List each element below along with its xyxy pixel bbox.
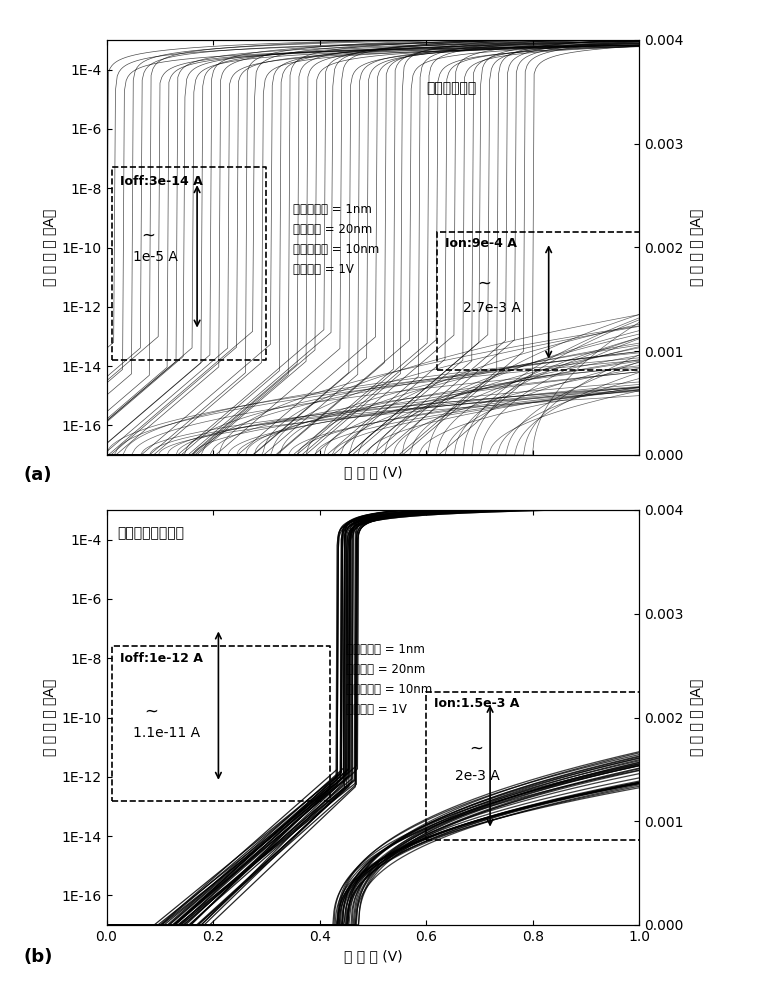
Text: 均方根幅度 = 1nm
沟道长度 = 20nm
源漏区长度 = 10nm
源漏电压 = 1V: 均方根幅度 = 1nm 沟道长度 = 20nm 源漏区长度 = 10nm 源漏电…: [346, 643, 432, 716]
Text: Ioff:1e-12 A: Ioff:1e-12 A: [120, 652, 202, 665]
Y-axis label: 源 漏 电 流 （A）: 源 漏 电 流 （A）: [42, 209, 56, 286]
X-axis label: 栅 电 压 (V): 栅 电 压 (V): [343, 465, 403, 479]
Y-axis label: 源 漏 电 流 （A）: 源 漏 电 流 （A）: [689, 679, 703, 756]
Text: (b): (b): [24, 948, 53, 966]
X-axis label: 栊 电 压 (V): 栊 电 压 (V): [343, 949, 403, 963]
Text: Ion:9e-4 A: Ion:9e-4 A: [445, 237, 517, 250]
Y-axis label: 源 漏 电 流 （A）: 源 漏 电 流 （A）: [42, 679, 56, 756]
Text: ~: ~: [476, 275, 491, 293]
Text: 本申请的无结器件: 本申请的无结器件: [117, 527, 184, 541]
Text: ~: ~: [469, 740, 482, 758]
Text: (a): (a): [24, 466, 53, 484]
Text: Ioff:3e-14 A: Ioff:3e-14 A: [120, 175, 202, 188]
Bar: [437, 232, 642, 370]
Text: 传统无结器件: 传统无结器件: [426, 81, 476, 95]
Text: ~: ~: [142, 227, 155, 245]
Text: 均方根幅度 = 1nm
沟道长度 = 20nm
源漏区长度 = 10nm
源漏电压 = 1V: 均方根幅度 = 1nm 沟道长度 = 20nm 源漏区长度 = 10nm 源漏电…: [293, 203, 379, 276]
Text: 1.1e-11 A: 1.1e-11 A: [133, 726, 200, 740]
Bar: [426, 692, 642, 840]
Text: ~: ~: [144, 703, 158, 721]
Text: 2e-3 A: 2e-3 A: [456, 769, 500, 783]
Text: Ion:1.5e-3 A: Ion:1.5e-3 A: [434, 697, 520, 710]
Text: 2.7e-3 A: 2.7e-3 A: [463, 301, 521, 315]
Y-axis label: 源 漏 电 流 （A）: 源 漏 电 流 （A）: [689, 209, 703, 286]
Text: 1e-5 A: 1e-5 A: [133, 250, 178, 264]
